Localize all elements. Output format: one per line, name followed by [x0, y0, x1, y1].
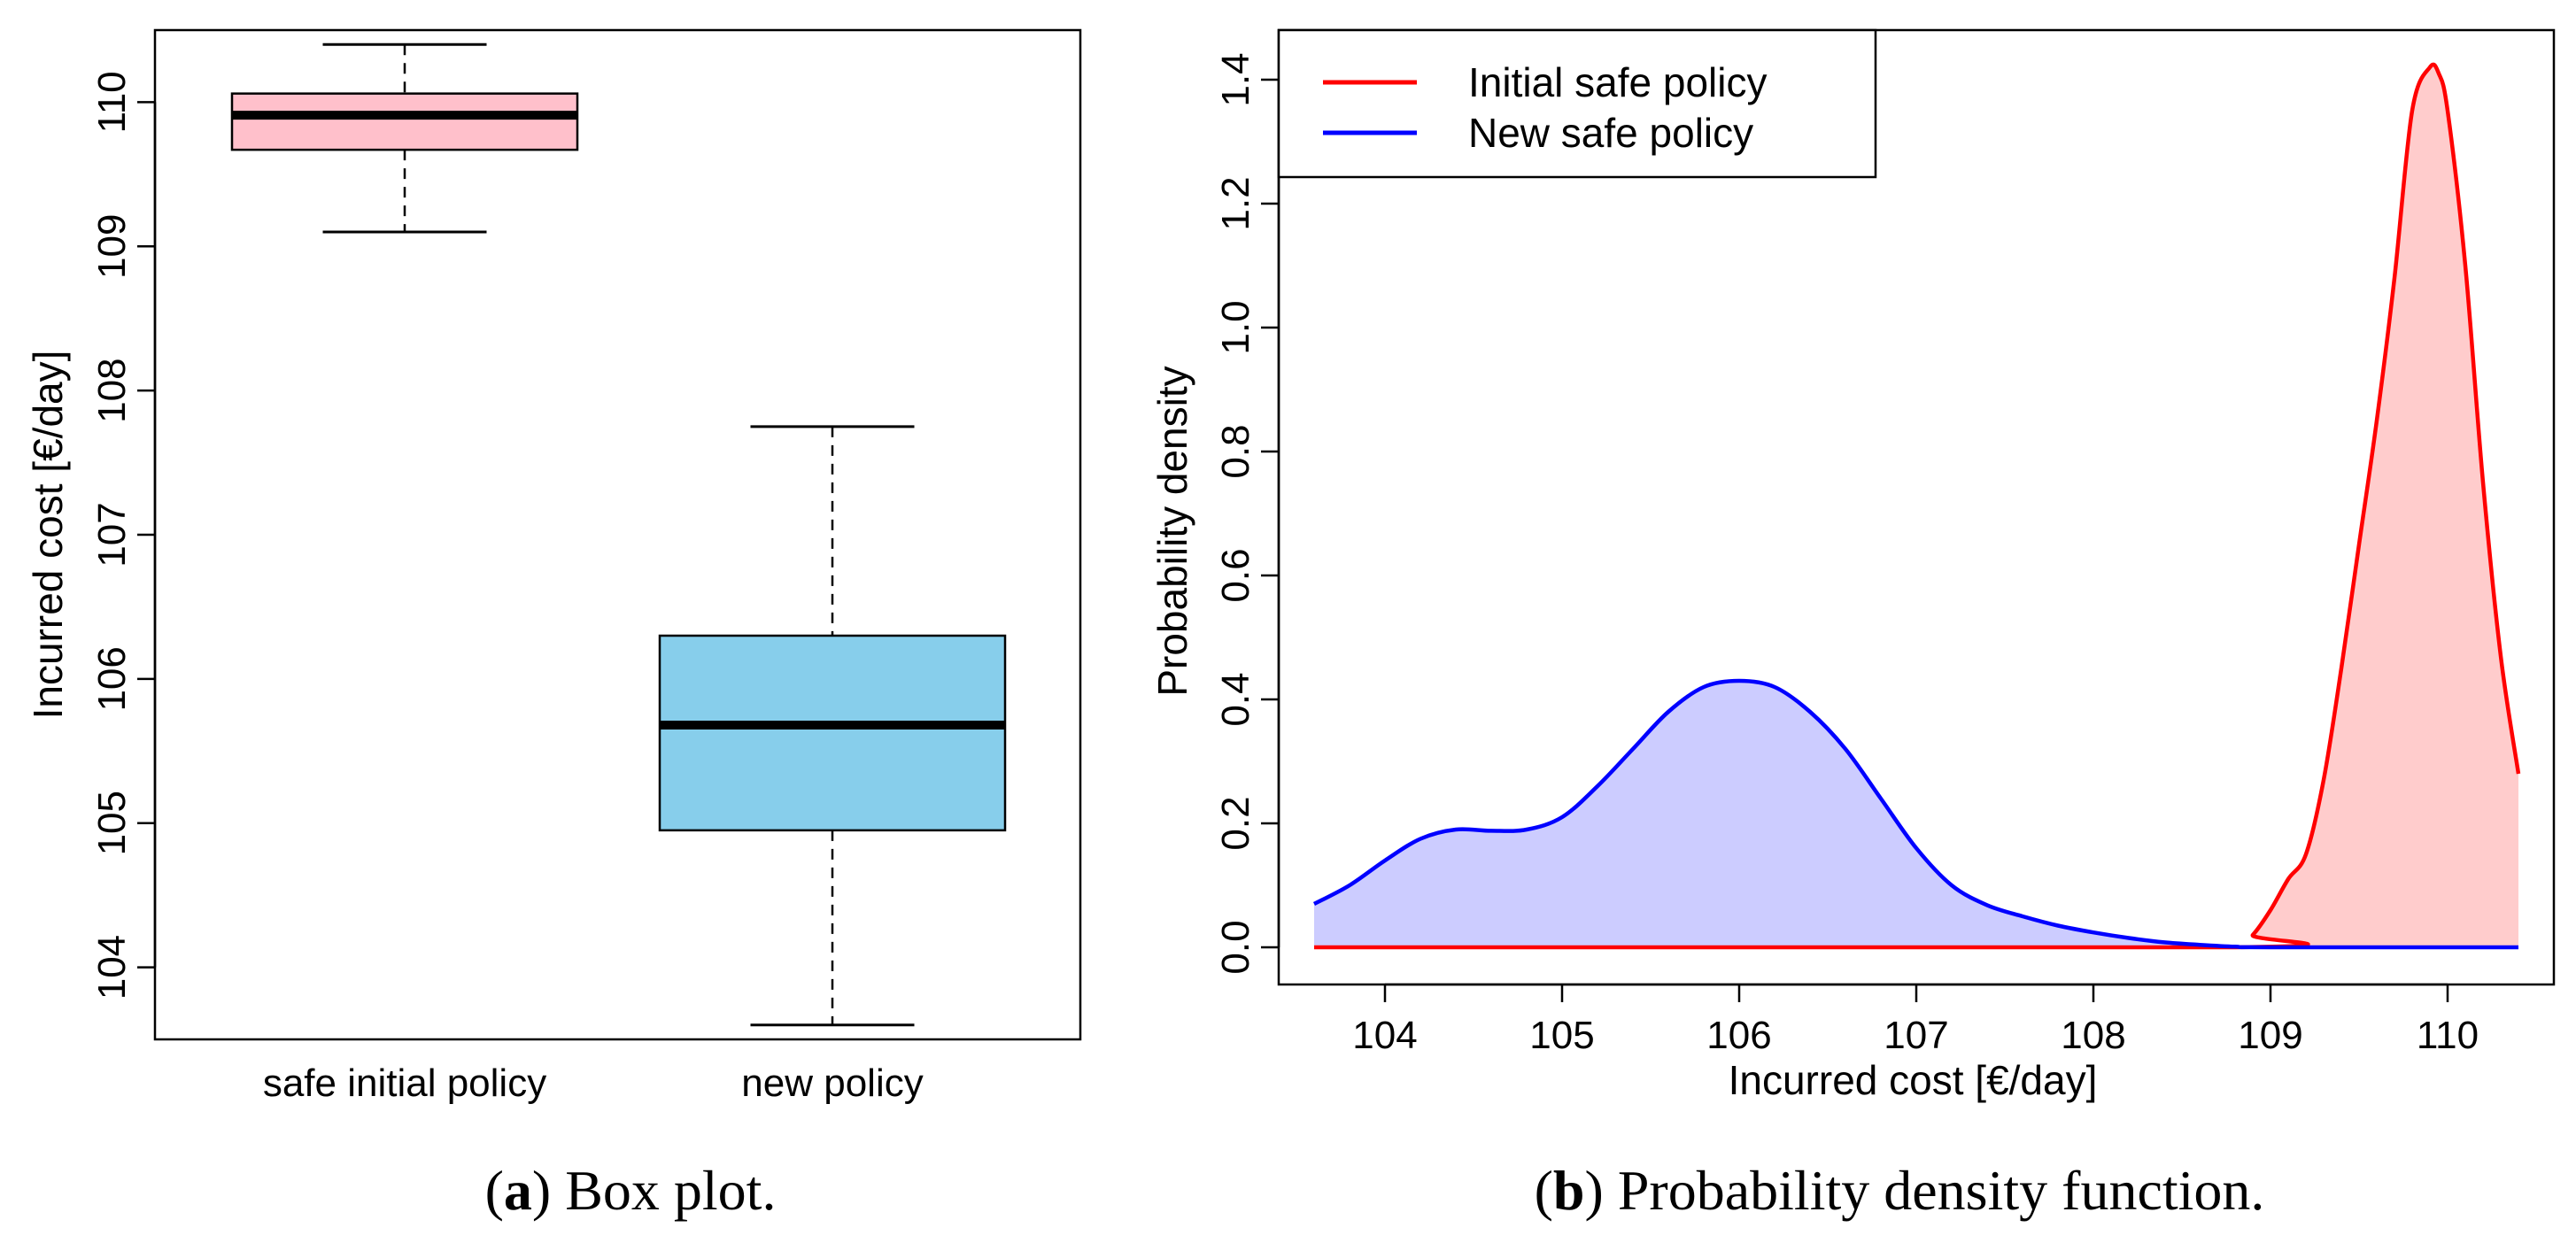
x-tick-label: 109 — [2238, 1014, 2302, 1057]
y-tick-label: 0.8 — [1214, 424, 1257, 478]
legend-label-initial: Initial safe policy — [1468, 59, 1768, 105]
y-tick-label: 1.4 — [1214, 52, 1257, 106]
y-tick-label: 0.2 — [1214, 796, 1257, 850]
iqr-box — [230, 92, 579, 151]
caption-a: (a) Box plot. — [485, 1159, 777, 1222]
x-tick-label: 108 — [2061, 1014, 2125, 1057]
density-legend: Initial safe policy New safe policy — [1277, 28, 1877, 179]
box-plot-x-labels: safe initial policy new policy — [263, 1062, 924, 1105]
density-panel: 104 105 106 107 108 109 110 0.0 0.2 0.4 0.6 0.8 1.0… — [1149, 28, 2556, 1222]
box-safe-initial-policy — [230, 42, 579, 234]
box-plot-frame — [153, 28, 1082, 1041]
density-line-initial-safe-policy — [1314, 62, 2521, 950]
y-tick-label: 110 — [90, 71, 134, 133]
legend-label-new: New safe policy — [1468, 110, 1753, 156]
box-plot-y-axis: 104 105 106 107 108 109 110 — [90, 71, 157, 1000]
y-tick-label: 109 — [90, 214, 134, 279]
density-line-new-safe-policy — [1312, 678, 2518, 950]
caption-b: (b) Probability density function. — [1535, 1159, 2265, 1222]
density-x-axis: 104 105 106 107 108 109 110 — [1352, 983, 2479, 1057]
iqr-box — [658, 634, 1007, 832]
y-tick-label: 104 — [90, 935, 134, 1000]
x-category-label: new policy — [741, 1062, 923, 1105]
y-tick-label: 105 — [90, 791, 134, 855]
y-tick-label: 106 — [90, 646, 134, 711]
x-tick-label: 104 — [1352, 1014, 1417, 1057]
y-tick-label: 108 — [90, 358, 134, 422]
y-tick-label: 0.4 — [1214, 672, 1257, 726]
x-tick-label: 110 — [2417, 1014, 2479, 1057]
box-new-policy — [658, 425, 1007, 1027]
box-plot-panel: 104 105 106 107 108 109 110 safe initial polic… — [25, 28, 1082, 1222]
density-x-title: Incurred cost [€/day] — [1729, 1057, 2098, 1103]
y-tick-label: 0.0 — [1214, 920, 1257, 974]
x-tick-label: 106 — [1706, 1014, 1771, 1057]
box-plot-y-title: Incurred cost [€/day] — [25, 351, 71, 720]
density-y-title: Probability density — [1149, 366, 1195, 696]
box-plot-boxes — [230, 42, 1007, 1027]
density-fill-initial-safe-policy — [1314, 64, 2518, 947]
density-y-axis: 0.0 0.2 0.4 0.6 0.8 1.0 1.2 1.4 — [1214, 52, 1280, 975]
legend-box — [1277, 28, 1877, 179]
x-tick-label: 107 — [1884, 1014, 1948, 1057]
x-tick-label: 105 — [1529, 1014, 1594, 1057]
density-fill-new-safe-policy — [1314, 681, 2518, 947]
y-tick-label: 1.0 — [1214, 300, 1257, 354]
density-areas — [1314, 64, 2518, 947]
y-tick-label: 0.6 — [1214, 548, 1257, 602]
density-lines — [1312, 62, 2521, 950]
x-category-label: safe initial policy — [263, 1062, 546, 1105]
y-tick-label: 107 — [90, 502, 134, 567]
y-tick-label: 1.2 — [1214, 176, 1257, 230]
